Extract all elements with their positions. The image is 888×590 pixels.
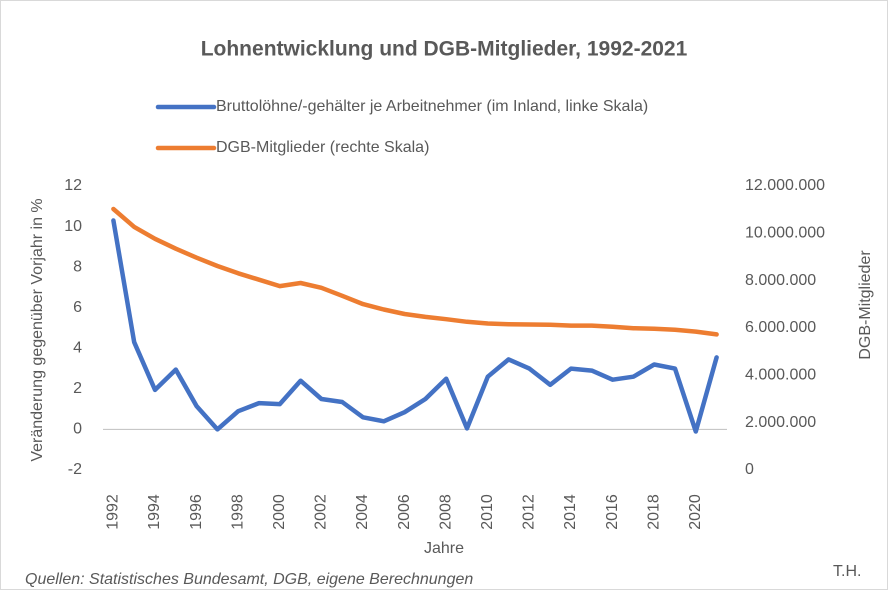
legend-label: Bruttolöhne/-gehälter je Arbeitnehmer (i… [216, 98, 648, 115]
y2-axis-label: DGB-Mitglieder [857, 250, 874, 360]
x-tick-label: 1994 [146, 494, 163, 530]
x-tick-label: 2016 [604, 494, 621, 530]
y2-tick-label: 10.000.000 [745, 225, 825, 242]
y-axis-label: Veränderung gegenüber Vorjahr in % [29, 198, 46, 461]
x-tick-label: 1996 [188, 494, 205, 530]
y2-tick-label: 12.000.000 [745, 177, 825, 194]
x-tick-label: 2010 [479, 494, 496, 530]
legend-label: DGB-Mitglieder (rechte Skala) [216, 139, 429, 156]
y2-tick-label: 2.000.000 [745, 414, 816, 431]
y-tick-label: 12 [64, 177, 82, 194]
y2-tick-label: 6.000.000 [745, 319, 816, 336]
y-tick-label: 4 [73, 340, 82, 357]
x-axis-label: Jahre [424, 540, 464, 557]
x-tick-label: 2020 [687, 494, 704, 530]
y-tick-label: 0 [73, 421, 82, 438]
x-tick-label: 1998 [229, 494, 246, 530]
y2-tick-label: 8.000.000 [745, 272, 816, 289]
x-tick-label: 2014 [562, 494, 579, 530]
source-note: Quellen: Statistisches Bundesamt, DGB, e… [25, 571, 473, 588]
y-tick-label: 2 [73, 380, 82, 397]
x-tick-label: 2000 [271, 494, 288, 530]
author-note: T.H. [833, 563, 861, 580]
x-tick-label: 2012 [521, 494, 538, 530]
y-tick-label: 10 [64, 218, 82, 235]
y-tick-label: 6 [73, 299, 82, 316]
x-tick-label: 2008 [437, 494, 454, 530]
y-tick-label: 8 [73, 258, 82, 275]
y2-tick-label: 0 [745, 461, 754, 478]
y2-tick-label: 4.000.000 [745, 367, 816, 384]
y-tick-label: -2 [68, 461, 82, 478]
x-tick-label: 2006 [396, 494, 413, 530]
data-line [111, 206, 719, 337]
x-tick-label: 2004 [354, 494, 371, 530]
x-tick-label: 2002 [313, 494, 330, 530]
x-tick-label: 1992 [105, 494, 122, 530]
x-tick-label: 2018 [645, 494, 662, 530]
data-line [111, 218, 719, 434]
chart-title: Lohnentwicklung und DGB-Mitglieder, 1992… [201, 38, 688, 61]
